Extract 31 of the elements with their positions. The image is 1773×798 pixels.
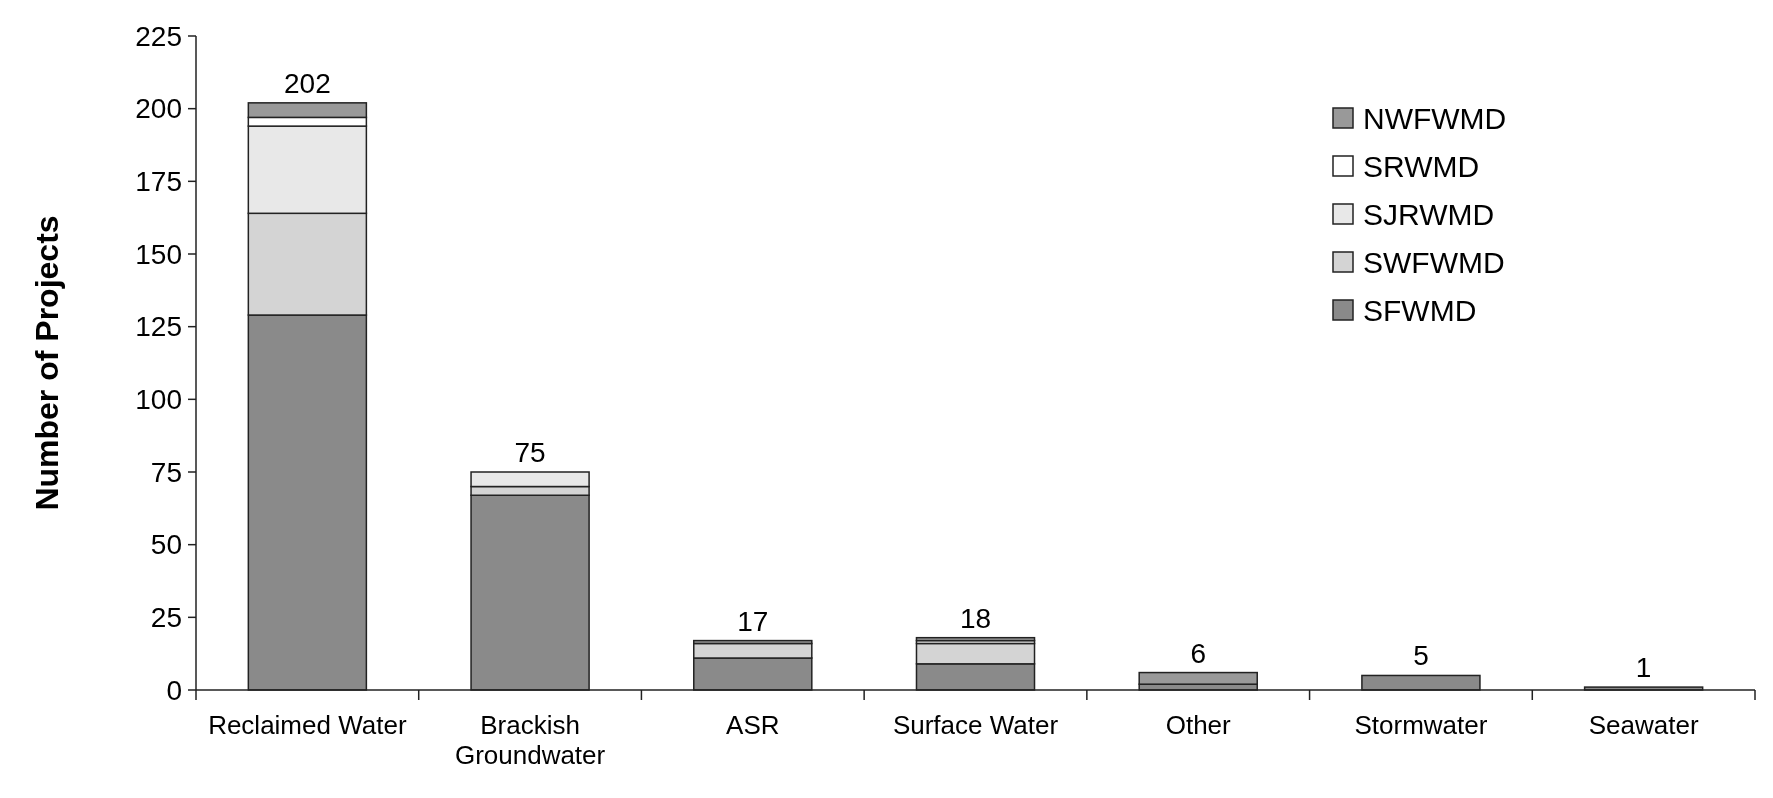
- legend-label: SWFWMD: [1363, 245, 1505, 279]
- total-label: 18: [959, 602, 992, 634]
- legend-label: NWFWMD: [1363, 101, 1507, 135]
- x-tick-label: Brackish Groundwater: [454, 710, 606, 770]
- legend-label: SRWMD: [1363, 149, 1480, 183]
- total-label: 6: [1190, 637, 1206, 669]
- y-tick-label: 100: [135, 384, 182, 416]
- legend-label: SJRWMD: [1363, 197, 1495, 231]
- y-tick-label: 0: [166, 674, 182, 706]
- legend-label: SFWMD: [1363, 293, 1477, 327]
- total-label: 17: [737, 605, 769, 637]
- x-tick-label: Reclaimed Water: [208, 710, 407, 740]
- x-tick-label: Stormwater: [1354, 710, 1488, 740]
- bar: [1138, 671, 1258, 685]
- total-label: 75: [514, 437, 546, 468]
- total-label: 1: [1635, 652, 1652, 684]
- y-tick-label: 150: [135, 238, 182, 270]
- y-axis-title: Number of Projects: [29, 215, 65, 511]
- total-label: 5: [1413, 640, 1429, 672]
- x-tick-label: ASR: [726, 710, 780, 740]
- y-tick-label: 200: [135, 93, 182, 125]
- total-label: 202: [284, 67, 331, 99]
- x-tick-label: Surface Water: [892, 710, 1059, 740]
- y-tick-label: 225: [135, 20, 182, 52]
- y-tick-label: 50: [150, 529, 182, 561]
- x-tick-label: Seawater: [1588, 710, 1699, 740]
- y-tick-label: 125: [135, 311, 182, 343]
- y-tick-label: 25: [150, 602, 182, 634]
- x-tick-label: Other: [1165, 710, 1232, 740]
- y-tick-label: 175: [135, 166, 182, 198]
- y-tick-label: 75: [150, 456, 182, 488]
